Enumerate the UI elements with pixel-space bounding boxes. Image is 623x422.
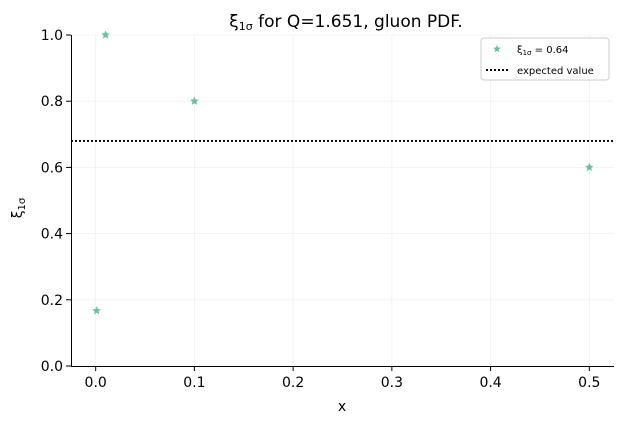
legend-series-label: ξ1σ = 0.64 (517, 45, 568, 57)
legend-value: = 0.64 (531, 45, 568, 56)
legend-box (480, 37, 610, 81)
x-tick-label: 0.0 (85, 375, 107, 391)
data-points (92, 30, 594, 315)
y-tick-label: 0.6 (41, 160, 63, 176)
data-point (584, 162, 594, 172)
grid (71, 34, 614, 367)
legend-xi: ξ (517, 45, 523, 56)
x-tick-label: 0.2 (282, 375, 304, 391)
y-tick-label: 0.4 (41, 227, 63, 243)
legend: ξ1σ = 0.64 expected value (480, 37, 610, 81)
chart-title: ξ1σ for Q=1.651, gluon PDF. (229, 12, 462, 33)
x-tick-label: 0.5 (578, 375, 600, 391)
y-ticks: 0.0 0.2 0.4 0.6 0.8 1.0 (41, 28, 71, 375)
title-subscript: 1σ (239, 20, 253, 33)
title-rest: for Q=1.651, gluon PDF. (253, 12, 463, 32)
legend-series-marker (493, 44, 501, 53)
x-axis-label: x (338, 399, 346, 415)
legend-star (493, 44, 501, 53)
y-tick-label: 1.0 (41, 28, 63, 44)
title-xi: ξ (229, 12, 238, 32)
ylabel-xi: ξ (10, 210, 26, 218)
y-tick-label: 0.0 (41, 359, 63, 375)
x-tick-label: 0.3 (381, 375, 403, 391)
data-point (101, 30, 110, 39)
y-tick-label: 0.8 (41, 94, 63, 110)
ylabel-subscript: 1σ (17, 197, 28, 210)
legend-subscript: 1σ (523, 49, 532, 57)
x-tick-label: 0.4 (479, 375, 501, 391)
y-tick-label: 0.2 (41, 293, 63, 309)
data-point (92, 306, 102, 315)
y-axis-label: ξ1σ (10, 197, 28, 218)
x-ticks: 0.0 0.1 0.2 0.3 0.4 0.5 (85, 366, 600, 391)
x-tick-label: 0.1 (183, 375, 205, 391)
legend-refline-label: expected value (517, 66, 594, 77)
data-point (189, 96, 199, 105)
